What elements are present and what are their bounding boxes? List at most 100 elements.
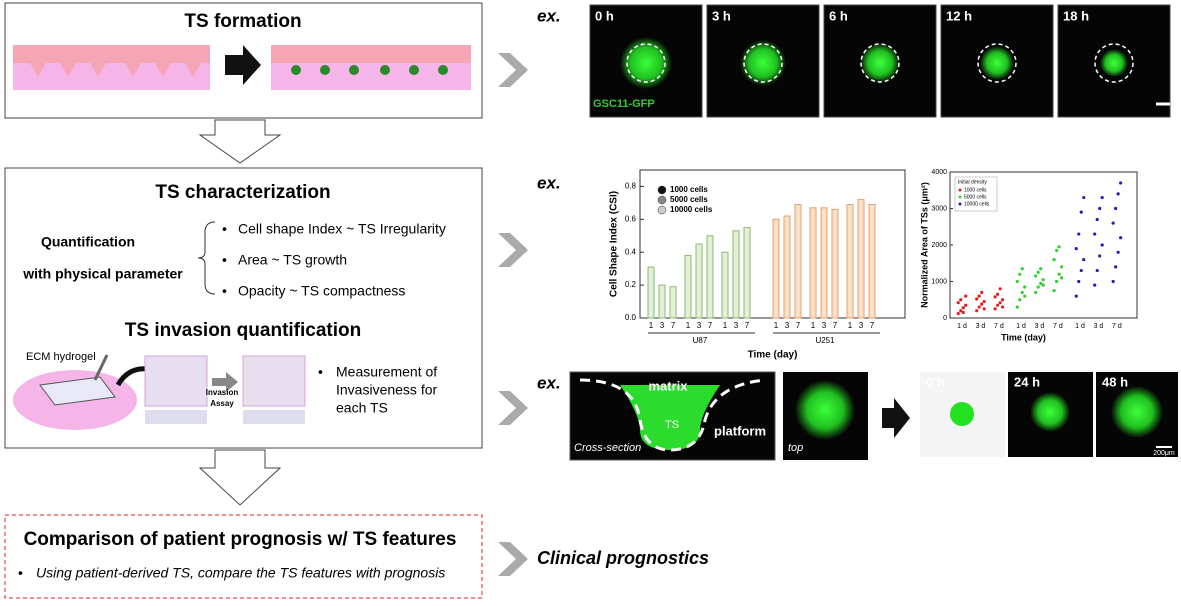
- point: [998, 301, 1002, 305]
- legend-marker: [958, 188, 962, 192]
- point: [1095, 268, 1099, 273]
- y-tick-label: 0.4: [625, 247, 637, 256]
- point: [980, 290, 984, 295]
- point: [1052, 258, 1056, 262]
- point: [964, 303, 968, 307]
- legend-marker: [657, 195, 667, 205]
- ex-label: ex.: [537, 373, 561, 392]
- point: [1041, 278, 1045, 282]
- point: [1036, 270, 1040, 274]
- y-tick-label: 0.8: [625, 182, 637, 191]
- x-tick-label: 7 d: [1053, 323, 1063, 330]
- point: [993, 295, 997, 299]
- point: [959, 298, 963, 302]
- x-tick-label: 7: [833, 321, 838, 330]
- legend-label: 10000 cells: [670, 205, 713, 214]
- point: [956, 312, 960, 316]
- bar: [721, 251, 729, 319]
- brace: [197, 221, 216, 295]
- bar: [743, 227, 751, 319]
- point: [1015, 279, 1019, 284]
- y-tick-label: 4000: [931, 169, 947, 176]
- bar: [732, 230, 740, 319]
- y-tick-label: 0.6: [625, 214, 637, 223]
- point: [961, 306, 965, 310]
- bar: [695, 243, 703, 319]
- x-tick-label: 1 d: [1016, 323, 1026, 330]
- x-tick-label: 1: [686, 321, 691, 330]
- x-tick-label: 7 d: [994, 323, 1004, 330]
- point: [1095, 217, 1099, 222]
- point: [996, 292, 1000, 296]
- bullet: •: [222, 252, 227, 268]
- y-tick-label: 1000: [931, 278, 947, 285]
- spheroid: [1100, 49, 1128, 77]
- outline: [743, 43, 783, 83]
- y-axis-label: Cell Shape Index (CSI): [609, 191, 620, 297]
- point: [1093, 232, 1097, 236]
- x-tick-label: 1: [848, 321, 853, 330]
- ex-label: ex.: [537, 173, 561, 192]
- point: [956, 301, 960, 305]
- point: [996, 303, 1000, 307]
- point: [1041, 283, 1045, 287]
- bullet: •: [222, 221, 227, 237]
- point: [959, 309, 963, 313]
- x-tick-label: 1: [723, 321, 728, 330]
- legend-marker: [657, 205, 667, 215]
- matrix-label: matrix: [648, 378, 688, 393]
- title: TS invasion quantification: [125, 320, 361, 341]
- bullet-text: each TS: [336, 400, 388, 416]
- group-label: U251: [815, 336, 835, 345]
- point: [975, 297, 979, 301]
- legend-marker: [958, 202, 962, 206]
- y-tick-label: 0: [943, 315, 947, 322]
- x-tick-label: 1: [774, 321, 779, 330]
- bullet-text: Area ~ TS growth: [238, 252, 347, 268]
- cross-section-image: [569, 371, 1178, 461]
- x-tick-label: 3 d: [976, 323, 986, 330]
- point: [1060, 265, 1064, 269]
- point: [1100, 243, 1104, 247]
- point: [993, 307, 997, 311]
- x-tick-label: 3 d: [1094, 323, 1104, 330]
- spheroid: [740, 40, 786, 86]
- bullet-text: Opacity ~ TS compactness: [238, 283, 405, 299]
- point: [1111, 221, 1115, 225]
- frame-label: 0 h: [595, 8, 614, 23]
- bullet: •: [318, 364, 323, 380]
- frame-label: 48 h: [1102, 374, 1128, 389]
- chevrons: [498, 53, 528, 576]
- spheroid: [860, 43, 900, 83]
- gfp-label: GSC11-GFP: [593, 98, 655, 110]
- title: Comparison of patient prognosis w/ TS fe…: [24, 529, 457, 550]
- point: [982, 299, 986, 304]
- point: [977, 305, 981, 309]
- outline: [626, 43, 666, 83]
- point: [1036, 285, 1040, 289]
- point: [1015, 305, 1019, 309]
- point: [980, 302, 984, 306]
- point: [998, 287, 1002, 291]
- frame-label: 24 h: [1014, 374, 1040, 389]
- point: [1077, 232, 1081, 236]
- bar: [846, 204, 854, 319]
- point: [982, 307, 986, 311]
- legend-title: Initial density: [958, 179, 987, 185]
- frame-label: 3 h: [712, 8, 731, 23]
- legend-label: 1000 cells: [964, 187, 987, 193]
- bar: [772, 218, 780, 319]
- point: [1001, 305, 1005, 309]
- top-label: top: [788, 442, 803, 454]
- cross-label: Cross-section: [574, 442, 641, 454]
- bar: [794, 204, 802, 319]
- legend-label: 10000 cells: [964, 201, 990, 207]
- point: [1116, 192, 1120, 196]
- point: [1119, 181, 1123, 185]
- point: [961, 310, 965, 315]
- bar: [831, 208, 839, 319]
- outline: [860, 43, 900, 83]
- bar: [669, 286, 677, 319]
- point: [1082, 258, 1086, 262]
